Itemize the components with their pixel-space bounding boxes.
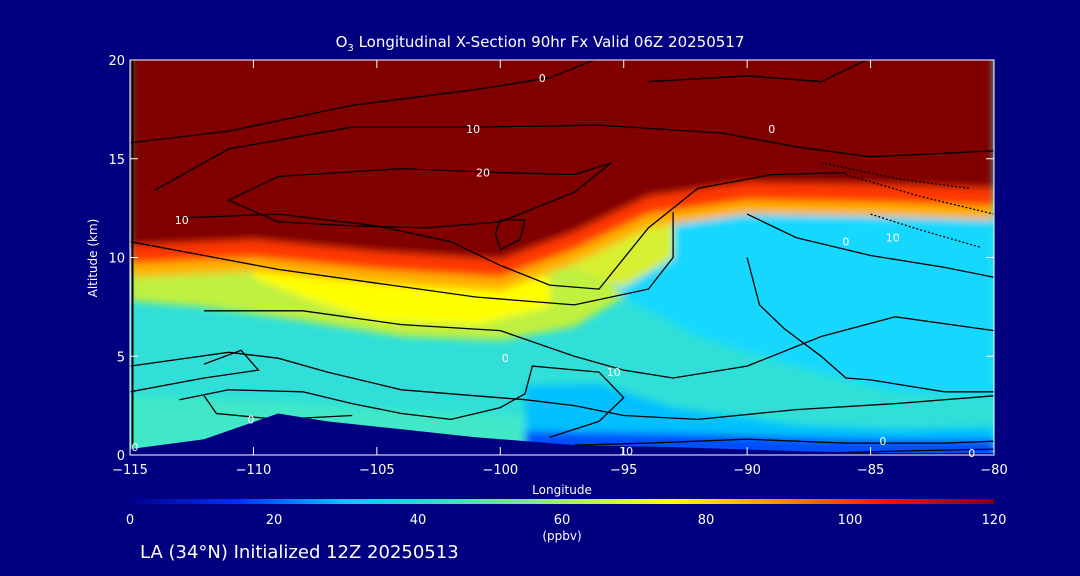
chart-title: O3 Longitudinal X-Section 90hr Fx Valid … — [335, 33, 745, 54]
colorbar-tick-label: 80 — [698, 513, 715, 528]
colorbar-tick-label: 20 — [266, 513, 283, 528]
colorbar-strip — [130, 499, 994, 504]
contour-label: 0 — [248, 413, 255, 426]
colorbar-tick-label: 40 — [410, 513, 427, 528]
contour-label: 0 — [968, 447, 975, 460]
contour-label: 0 — [768, 123, 775, 136]
field-tropopause-red — [130, 178, 994, 278]
x-axis-label: Longitude — [532, 483, 592, 497]
y-tick-label: 15 — [108, 153, 125, 168]
initialization-caption: LA (34°N) Initialized 12Z 20250513 — [140, 542, 459, 563]
x-tick-label: −80 — [980, 463, 1007, 478]
contour-label: 10 — [175, 214, 189, 227]
contour-line-20 — [227, 162, 612, 229]
contour-line-0-mid — [130, 212, 674, 306]
x-tick-label: −115 — [112, 463, 148, 478]
contour-line-negative-0 — [821, 162, 970, 190]
x-tick-label: −110 — [236, 463, 272, 478]
colorbar-tick-label: 100 — [838, 513, 863, 528]
contour-line-10-mid — [179, 171, 846, 290]
colorbar-tick-label: 120 — [982, 513, 1007, 528]
colorbar-tick-label: 0 — [126, 513, 134, 528]
y-axis-label: Altitude (km) — [86, 219, 100, 298]
terrain-mask — [130, 413, 994, 455]
concentration-field — [130, 60, 994, 455]
y-axis: 0 5 10 15 20 — [108, 54, 994, 464]
x-tick-label: −85 — [857, 463, 884, 478]
colorbar: 0 20 40 60 80 100 120 (ppbv) — [126, 499, 1007, 543]
colorbar-ticks: 0 20 40 60 80 100 120 — [126, 513, 1007, 528]
contour-line-0-valley — [203, 395, 353, 421]
contour-line-0-upper — [130, 60, 596, 144]
contour-line-10-east — [746, 213, 994, 278]
y-tick-label: 5 — [117, 350, 125, 365]
contour-label: 0 — [502, 352, 509, 365]
contour-label: 0 — [842, 236, 849, 249]
contour-line-0-east-lower — [746, 257, 994, 393]
contour-label: 20 — [476, 167, 490, 180]
contour-line-10-surface — [574, 438, 994, 446]
plot-area — [130, 60, 994, 455]
contour-line-10-bl — [179, 365, 625, 438]
contour-label: 10 — [619, 445, 633, 458]
x-tick-label: −95 — [610, 463, 637, 478]
contour-lines — [130, 60, 994, 455]
contour-label: 0 — [879, 435, 886, 448]
x-axis: −115 −110 −105 −100 −95 −90 −85 −80 — [112, 60, 1008, 478]
contour-label: 0 — [131, 441, 138, 454]
y-tick-label: 0 — [117, 449, 125, 464]
contour-line-10-lower — [204, 310, 994, 379]
field-stratosphere — [130, 60, 994, 260]
contour-line-0-west — [130, 349, 260, 393]
contour-label: 10 — [466, 123, 480, 136]
contour-line-negative-1 — [845, 173, 994, 215]
contour-line-negative-2 — [870, 213, 982, 249]
contour-line-10-upper — [154, 124, 994, 191]
contour-line-0-lower — [130, 351, 994, 421]
colorbar-label: (ppbv) — [542, 529, 581, 543]
x-tick-label: −90 — [733, 463, 760, 478]
y-tick-label: 20 — [108, 54, 125, 69]
x-tick-label: −105 — [359, 463, 395, 478]
contour-label: 10 — [886, 232, 900, 245]
contour-label: 0 — [539, 72, 546, 85]
x-tick-label: −100 — [482, 463, 518, 478]
contour-labels: 0 10 20 10 0 0 10 0 10 0 10 0 0 0 — [131, 72, 975, 460]
y-tick-label: 10 — [108, 252, 125, 267]
contour-line-0-east — [648, 60, 868, 83]
contour-label: 10 — [607, 366, 621, 379]
contour-line-20-inner — [494, 219, 526, 251]
colorbar-tick-label: 60 — [554, 513, 571, 528]
field-clean-upper-east — [574, 192, 994, 396]
